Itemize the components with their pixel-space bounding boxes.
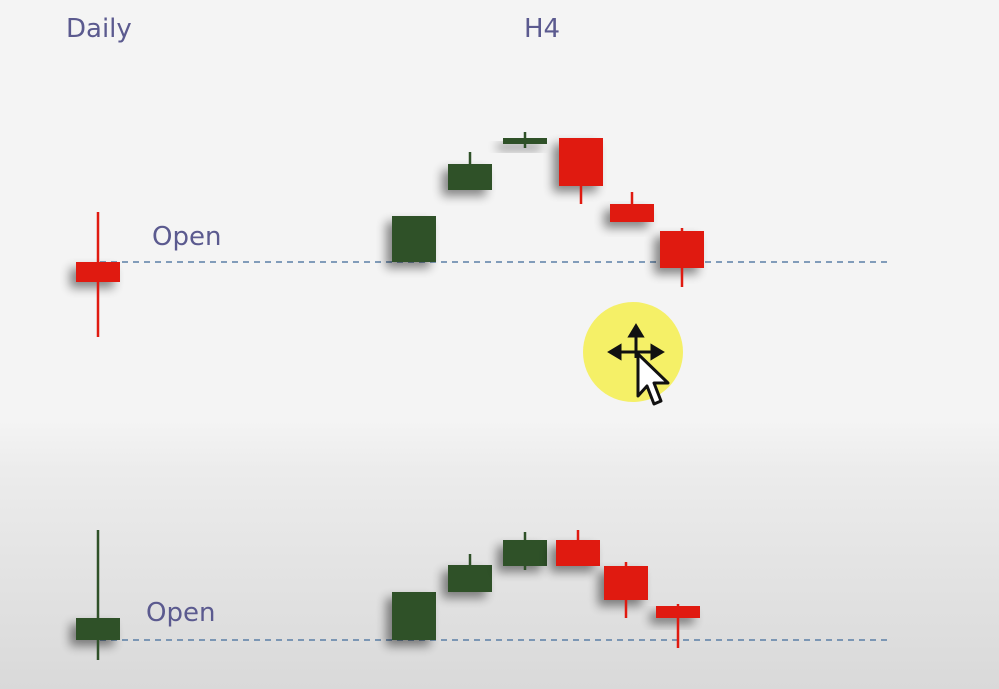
bottom-h4-candle-3-body — [503, 540, 547, 566]
bottom-h4-candle-5-body — [604, 566, 648, 600]
open-label-bottom: Open — [146, 598, 216, 628]
move-cursor-icon — [583, 302, 683, 406]
bottom-h4-candle-6-body — [656, 606, 700, 618]
top-h4-candle-2-body — [448, 164, 492, 190]
bottom-h4-candle-1-body — [392, 592, 436, 640]
top-h4-candle-3-body — [503, 138, 547, 144]
top-h4-candle-5-body — [610, 204, 654, 222]
top-h4-candle-6-body — [660, 231, 704, 268]
top-h4-candle-3-shadow — [497, 144, 541, 150]
daily-header: Daily — [66, 14, 132, 44]
bottom-daily-candle-body — [76, 618, 120, 640]
top-h4-candle-4-body — [559, 138, 603, 186]
top-h4-candle-1-body — [392, 216, 436, 262]
bottom-h4-candle-4-body — [556, 540, 600, 566]
open-label-top: Open — [152, 222, 222, 252]
top-daily-candle-body — [76, 262, 120, 282]
bottom-h4-candle-2-body — [448, 565, 492, 592]
h4-header: H4 — [524, 14, 561, 44]
